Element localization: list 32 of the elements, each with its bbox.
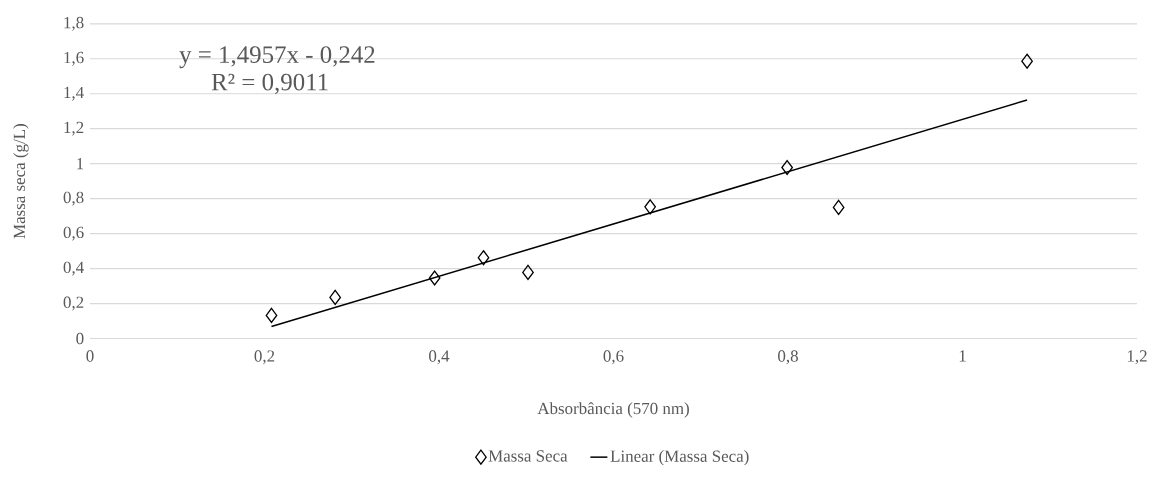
x-tick-label: 1,2: [1127, 350, 1147, 365]
y-tick-label: 1,6: [64, 51, 84, 66]
point: [1021, 53, 1033, 69]
x-axis-title: Absorbância (570 nm): [537, 402, 689, 418]
x-tick-label: 1: [959, 350, 966, 362]
y-tick-label: 1,4: [64, 86, 84, 101]
legend-label: Linear (Massa Seca): [610, 450, 749, 466]
point: [329, 289, 342, 306]
x-tick-label: 0: [86, 350, 94, 362]
point: [781, 159, 794, 176]
y-tick-label: 0,6: [63, 226, 84, 241]
x-tick-label: 0,2: [254, 350, 275, 365]
x-tick-label: 0,4: [429, 350, 450, 365]
legend-label: Massa Seca: [488, 450, 568, 462]
annotation: R² = 0,9011: [211, 73, 328, 95]
x-tick-label: 0,6: [603, 350, 624, 365]
y-tick-label: 1,8: [64, 16, 84, 31]
point: [832, 199, 845, 215]
point: [477, 250, 490, 266]
y-tick-label: 1,2: [64, 121, 84, 136]
x-tick-label: 0,8: [778, 350, 798, 365]
point: [428, 270, 441, 286]
point: [644, 199, 657, 215]
y-tick-label: 0,8: [63, 191, 84, 206]
annotation: y = 1,4957x - 0,242: [179, 46, 375, 69]
y-tick-label: 0: [76, 332, 84, 345]
y-tick-label: 1: [77, 158, 84, 170]
y-axis-title: Massa seca (g/L): [13, 124, 29, 239]
y-tick-label: 0,2: [63, 296, 84, 311]
y-tick-label: 0,4: [63, 261, 84, 276]
point: [265, 307, 278, 324]
point: [522, 264, 534, 281]
